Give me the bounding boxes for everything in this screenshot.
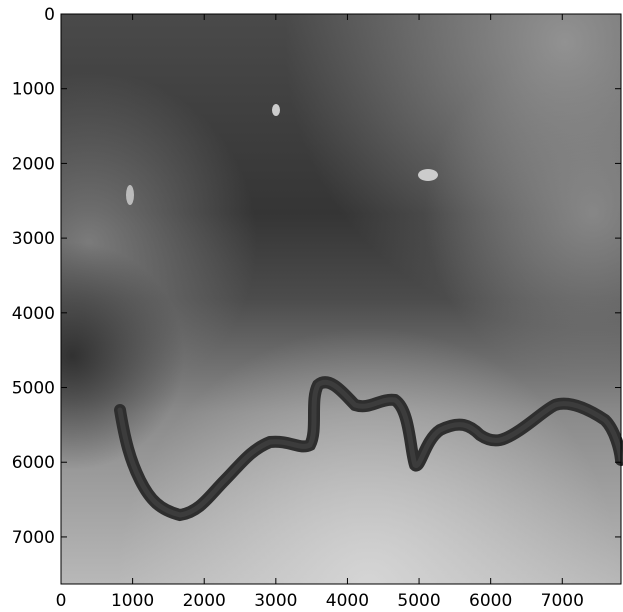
x-tick-label: 6000	[469, 591, 512, 611]
x-tick-label: 4000	[326, 591, 369, 611]
y-tick-label: 5000	[12, 379, 55, 399]
y-tick-label: 6000	[12, 453, 55, 473]
y-tick-label: 7000	[12, 528, 55, 548]
x-tick-label: 3000	[254, 591, 297, 611]
x-tick-label: 5000	[397, 591, 440, 611]
chart: 0 1000 2000 3000 4000 5000 6000 7000 0 1000 2000 30…	[0, 0, 623, 612]
raster-image	[61, 14, 621, 584]
y-tick-label: 1000	[12, 80, 55, 100]
x-tick-label: 2000	[183, 591, 226, 611]
y-tick-label: 3000	[12, 229, 55, 249]
y-tick-label: 0	[44, 5, 55, 25]
x-tick-label: 0	[56, 591, 67, 611]
y-tick-label: 2000	[12, 154, 55, 174]
x-tick-label: 7000	[541, 591, 584, 611]
x-tick-label: 1000	[111, 591, 154, 611]
y-tick-label: 4000	[12, 304, 55, 324]
